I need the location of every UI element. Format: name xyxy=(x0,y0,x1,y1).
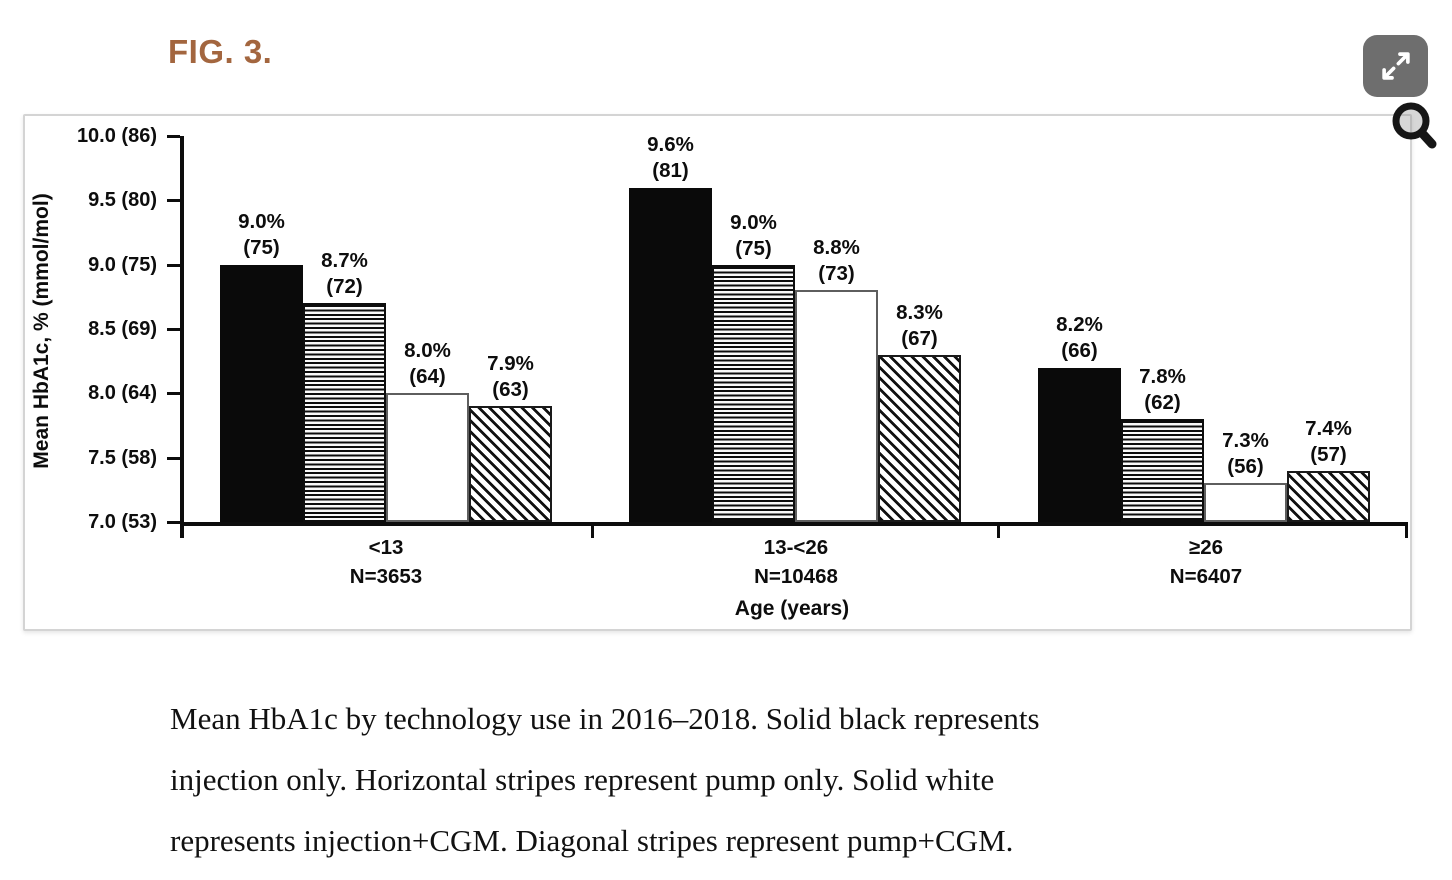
y-tick xyxy=(167,199,180,203)
bar-value-label: 8.2% (66) xyxy=(1056,312,1103,362)
bar-value-label: 7.4% (57) xyxy=(1305,416,1352,466)
bar-white: 7.3% (56) xyxy=(1204,429,1287,522)
plot-area: Mean HbA1c, % (mmol/mol) Age (years) 10.… xyxy=(25,116,1410,629)
y-axis xyxy=(180,136,184,538)
figure-label: FIG. 3. xyxy=(168,33,273,70)
bar-hstripe: 8.7% (72) xyxy=(303,249,386,522)
bar-solid-black: 8.2% (66) xyxy=(1038,313,1121,522)
x-tick xyxy=(1405,522,1408,538)
magnifier-icon[interactable] xyxy=(1388,97,1440,153)
bar-group: 9.6% (81) 9.0% (75) 8.8% (73) 8.3% (67) xyxy=(629,133,961,522)
y-tick xyxy=(167,135,180,138)
caption-line: represents injection+CGM. Diagonal strip… xyxy=(170,823,1014,858)
bar-white: 8.8% (73) xyxy=(795,236,878,522)
bar-value-label: 9.6% (81) xyxy=(647,132,694,182)
bar-value-label: 8.0% (64) xyxy=(404,339,451,389)
bar-value-label: 9.0% (75) xyxy=(238,209,285,259)
bar-hstripe: 9.0% (75) xyxy=(712,211,795,522)
caption-line: injection only. Horizontal stripes repre… xyxy=(170,762,995,797)
bar-value-label: 7.9% (63) xyxy=(487,352,534,402)
y-tick xyxy=(167,456,180,460)
bar-group: 8.2% (66) 7.8% (62) 7.3% (56) 7.4% (57) xyxy=(1038,136,1370,522)
bar-value-label: 7.8% (62) xyxy=(1139,365,1186,415)
y-tick-label: 9.5 (80) xyxy=(88,189,157,212)
bar-solid-black: 9.6% (81) xyxy=(629,133,712,522)
bar-dstripe: 7.4% (57) xyxy=(1287,417,1370,522)
expand-icon xyxy=(1377,47,1415,85)
bar-value-label: 8.3% (67) xyxy=(896,300,943,350)
bar-value-label: 9.0% (75) xyxy=(730,210,777,260)
bar-value-label: 8.7% (72) xyxy=(321,249,368,299)
y-tick xyxy=(167,328,180,331)
bar-dstripe: 8.3% (67) xyxy=(878,301,961,522)
bar-dstripe: 7.9% (63) xyxy=(469,352,552,522)
bar-group: 9.0% (75) 8.7% (72) 8.0% (64) 7.9% (63) xyxy=(220,136,552,522)
x-tick xyxy=(591,522,594,538)
bar-hstripe: 7.8% (62) xyxy=(1121,365,1204,522)
y-tick-label: 7.5 (58) xyxy=(88,446,157,469)
figure-panel: Mean HbA1c, % (mmol/mol) Age (years) 10.… xyxy=(23,114,1412,631)
x-axis xyxy=(180,522,1408,526)
y-tick xyxy=(167,263,180,267)
y-tick-label: 10.0 (86) xyxy=(76,125,157,147)
x-category-label: ≥26 N=6407 xyxy=(1169,536,1243,588)
x-tick xyxy=(997,522,1000,538)
bar-value-label: 8.8% (73) xyxy=(813,236,860,286)
y-tick xyxy=(167,521,180,524)
figure-caption: Mean HbA1c by technology use in 2016–201… xyxy=(170,688,1250,871)
caption-line: Mean HbA1c by technology use in 2016–201… xyxy=(170,701,1040,736)
bar-value-label: 7.3% (56) xyxy=(1222,429,1269,479)
bar-white: 8.0% (64) xyxy=(386,339,469,522)
y-tick-label: 8.5 (69) xyxy=(88,318,157,340)
y-tick-label: 8.0 (64) xyxy=(88,382,157,405)
y-tick-label: 7.0 (53) xyxy=(88,511,157,533)
x-category-label: 13-<26 N=10468 xyxy=(754,536,838,588)
y-tick xyxy=(167,392,180,396)
y-tick-label: 9.0 (75) xyxy=(88,253,157,276)
bar-solid-black: 9.0% (75) xyxy=(220,210,303,522)
x-axis-title: Age (years) xyxy=(734,597,850,620)
expand-button[interactable] xyxy=(1363,35,1428,97)
x-category-label: <13 N=3653 xyxy=(349,536,423,588)
